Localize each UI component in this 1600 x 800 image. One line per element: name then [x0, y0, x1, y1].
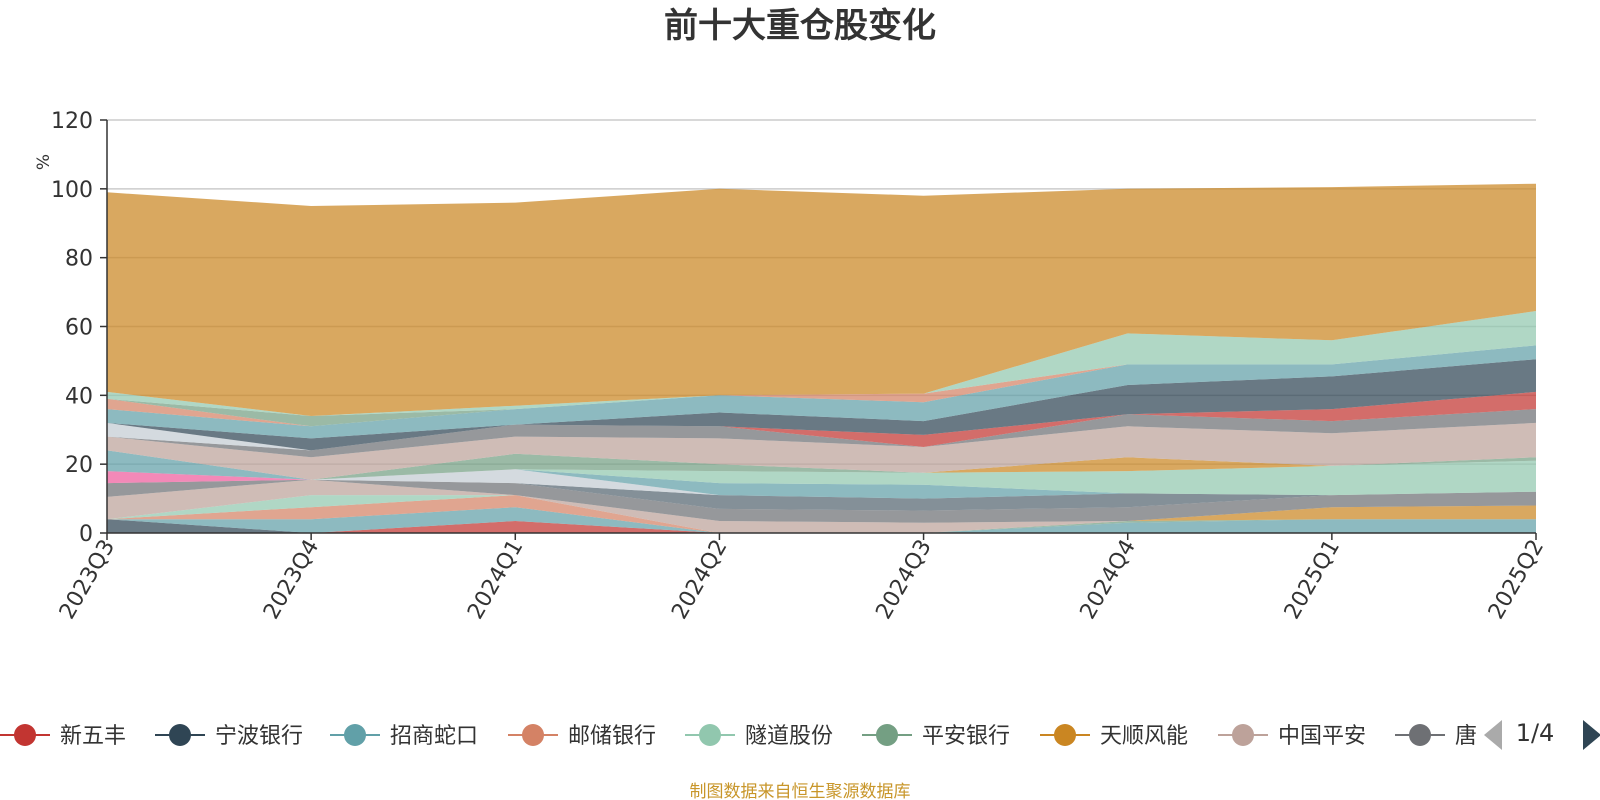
y-axis-label: %: [34, 154, 54, 170]
area-洋河股份: [107, 450, 1536, 480]
area-邮储银行: [107, 495, 1536, 533]
legend-item[interactable]: 天顺风能: [1040, 724, 1188, 749]
legend-label: 招商蛇口: [390, 724, 478, 749]
area-现金及其他: [107, 183, 1536, 416]
legend-label: 邮储银行: [568, 724, 656, 749]
x-tick-label: 2024Q1: [463, 536, 528, 624]
legend-pager: 1/4: [1484, 719, 1600, 750]
legend: 新五丰 宁波银行 招商蛇口 邮储银行 隧道股份 平安银行 天顺风能 中国平安 唐人神: [0, 724, 1521, 749]
x-tick-label: 2024Q2: [667, 536, 732, 624]
x-tick-label: 2025Q2: [1484, 536, 1549, 624]
data-source-footer: 制图数据来自恒生聚源数据库: [690, 782, 911, 800]
area-天顺风能: [107, 495, 1536, 533]
legend-item[interactable]: 邮储银行: [508, 724, 656, 749]
legend-label: 天顺风能: [1100, 724, 1188, 749]
area-唐人神: [107, 479, 1536, 523]
legend-marker-icon: [14, 724, 36, 746]
legend-label: 隧道股份: [745, 724, 833, 749]
area-美的集团: [107, 345, 1536, 439]
legend-label: 宁波银行: [215, 724, 303, 749]
legend-marker-icon: [344, 724, 366, 746]
legend-prev-arrow-icon[interactable]: [1484, 720, 1502, 750]
x-tick-label: 2025Q1: [1280, 536, 1345, 624]
legend-marker-icon: [699, 724, 721, 746]
legend-marker-icon: [1409, 724, 1431, 746]
y-tick-label: 40: [65, 384, 93, 409]
area-中国中车: [107, 479, 1536, 511]
legend-label: 新五丰: [60, 724, 126, 749]
y-tick-label: 0: [79, 522, 93, 547]
area-招商蛇口: [107, 507, 1536, 533]
area-贵州茅台: [107, 422, 1536, 480]
x-tick-label: 2024Q4: [1076, 536, 1141, 624]
y-tick-label: 60: [65, 316, 93, 341]
y-tick-label: 100: [51, 178, 93, 203]
area-伊利股份: [107, 450, 1536, 496]
chart-title: 前十大重仓股变化: [664, 6, 936, 46]
axes: [100, 119, 1537, 540]
legend-label: 平安银行: [922, 724, 1010, 749]
legend-item[interactable]: 新五丰: [0, 724, 126, 749]
legend-marker-icon: [169, 724, 191, 746]
area-海尔智家: [107, 450, 1536, 499]
legend-next-arrow-icon[interactable]: [1583, 720, 1600, 750]
legend-marker-icon: [1232, 724, 1254, 746]
x-tick-labels: 2023Q3 2023Q4 2024Q1 2024Q2 2024Q3 2024Q4 2025…: [55, 536, 1549, 624]
area-山西汾酒: [107, 409, 1536, 458]
area-万华化学: [107, 311, 1536, 416]
area-series: [107, 183, 1536, 533]
x-tick-label: 2023Q3: [55, 536, 120, 624]
legend-item[interactable]: 平安银行: [862, 724, 1010, 749]
legend-label: 唐人神: [1455, 724, 1521, 749]
area-新五丰: [107, 521, 1536, 533]
x-tick-label: 2024Q3: [871, 536, 936, 624]
area-泸州老窖: [107, 391, 1536, 451]
legend-marker-icon: [876, 724, 898, 746]
legend-item[interactable]: 中国平安: [1218, 724, 1366, 749]
legend-item[interactable]: 招商蛇口: [330, 724, 478, 749]
area-上汽集团: [107, 469, 1536, 499]
y-tick-label: 20: [65, 453, 93, 478]
area-招商银行: [107, 359, 1536, 451]
area-宁波银行: [107, 519, 1536, 533]
legend-item[interactable]: 唐人神: [1395, 724, 1521, 749]
legend-label: 中国平安: [1278, 724, 1366, 749]
x-tick-label: 2023Q4: [259, 536, 324, 624]
y-tick-labels: 0 20 40 60 80 100 120: [51, 109, 93, 547]
area-中国平安: [107, 479, 1536, 533]
y-tick-label: 120: [51, 109, 93, 134]
legend-marker-icon: [1054, 724, 1076, 746]
area-中国神华: [107, 345, 1536, 427]
legend-item[interactable]: 隧道股份: [685, 724, 833, 749]
legend-page-indicator: 1/4: [1516, 719, 1555, 747]
legend-marker-icon: [522, 724, 544, 746]
y-tick-label: 80: [65, 247, 93, 272]
legend-item[interactable]: 宁波银行: [155, 724, 303, 749]
